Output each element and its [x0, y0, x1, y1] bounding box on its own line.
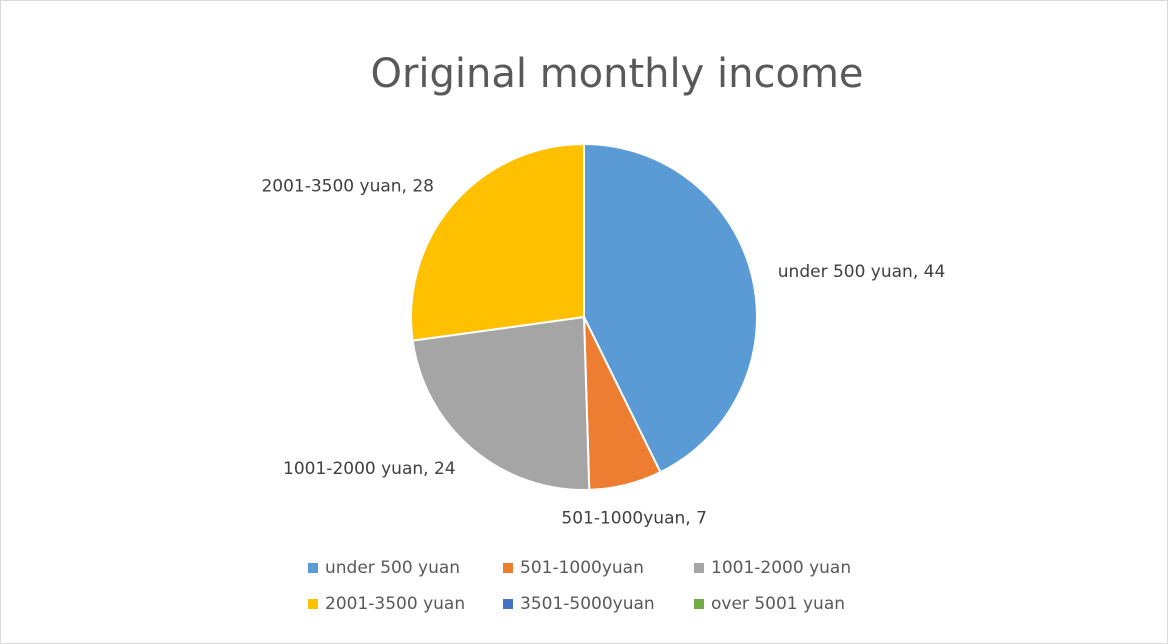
pie-slice: [583, 142, 758, 474]
legend-label: 501-1000yuan: [520, 558, 644, 578]
pie-slice: [411, 315, 591, 491]
legend-label: 2001-3500 yuan: [325, 594, 465, 614]
legend-swatch: [308, 563, 318, 573]
legend-swatch: [503, 563, 513, 573]
legend-label: 1001-2000 yuan: [711, 558, 851, 578]
chart-title: Original monthly income: [370, 51, 863, 97]
data-label: under 500 yuan, 44: [778, 262, 946, 282]
pie-slice: [410, 142, 585, 342]
legend-label: under 500 yuan: [325, 558, 460, 578]
data-label: 1001-2000 yuan, 24: [283, 459, 456, 479]
data-label: 501-1000yuan, 7: [561, 508, 707, 528]
legend-swatch: [694, 599, 704, 609]
legend-swatch: [694, 563, 704, 573]
data-label: 2001-3500 yuan, 28: [261, 176, 434, 196]
legend-label: 3501-5000yuan: [520, 594, 655, 614]
legend-swatch: [503, 599, 513, 609]
legend-label: over 5001 yuan: [711, 594, 845, 614]
legend-swatch: [308, 599, 318, 609]
